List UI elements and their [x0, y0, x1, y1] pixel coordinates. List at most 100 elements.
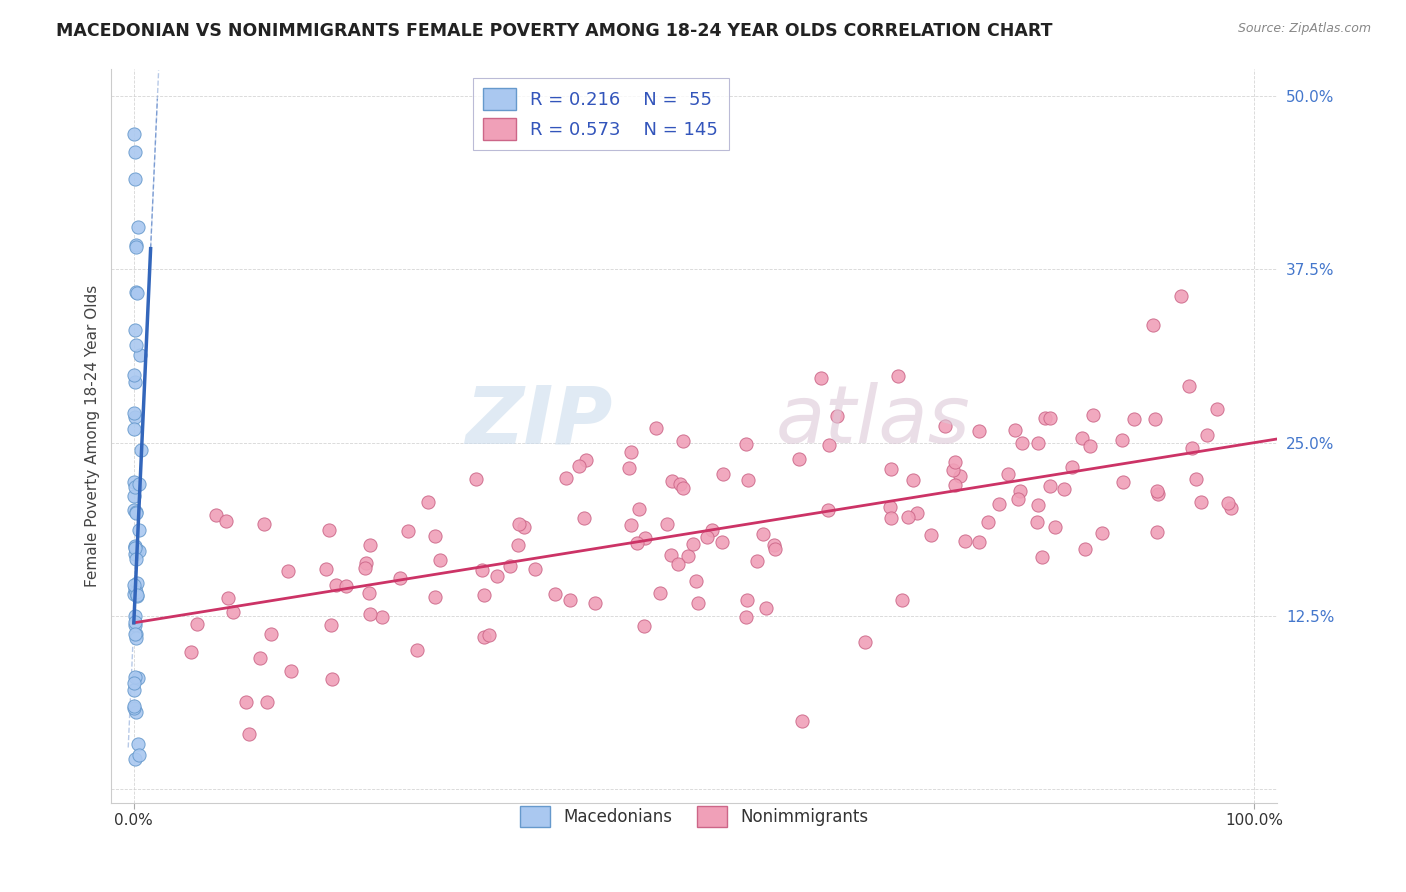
Point	[423, 528, 446, 542]
Point	[122, 578, 145, 592]
Point	[620, 517, 643, 532]
Point	[1181, 441, 1204, 455]
Point	[988, 497, 1011, 511]
Point	[1111, 433, 1133, 447]
Text: ZIP: ZIP	[465, 382, 613, 460]
Point	[1142, 318, 1164, 332]
Point	[122, 127, 145, 141]
Point	[186, 616, 208, 631]
Point	[554, 471, 576, 485]
Point	[897, 510, 920, 524]
Text: MACEDONIAN VS NONIMMIGRANTS FEMALE POVERTY AMONG 18-24 YEAR OLDS CORRELATION CHA: MACEDONIAN VS NONIMMIGRANTS FEMALE POVER…	[56, 22, 1053, 40]
Point	[125, 588, 148, 602]
Point	[260, 626, 283, 640]
Point	[879, 500, 901, 514]
Point	[1043, 520, 1066, 534]
Point	[755, 601, 778, 615]
Point	[745, 554, 768, 568]
Point	[128, 476, 150, 491]
Point	[1091, 526, 1114, 541]
Point	[524, 561, 547, 575]
Point	[890, 592, 912, 607]
Point	[1078, 440, 1101, 454]
Point	[668, 557, 690, 571]
Point	[124, 541, 146, 555]
Point	[124, 323, 146, 337]
Point	[583, 596, 606, 610]
Point	[1011, 435, 1033, 450]
Point	[359, 607, 381, 621]
Point	[335, 580, 357, 594]
Point	[124, 540, 146, 554]
Point	[628, 502, 651, 516]
Point	[125, 506, 148, 520]
Point	[620, 444, 643, 458]
Point	[659, 548, 682, 562]
Point	[122, 503, 145, 517]
Point	[572, 511, 595, 525]
Point	[124, 752, 146, 766]
Point	[122, 701, 145, 715]
Point	[508, 516, 530, 531]
Point	[1039, 411, 1062, 425]
Point	[125, 338, 148, 352]
Point	[568, 458, 591, 473]
Point	[325, 578, 347, 592]
Text: Source: ZipAtlas.com: Source: ZipAtlas.com	[1237, 22, 1371, 36]
Point	[1147, 487, 1170, 501]
Point	[256, 695, 278, 709]
Point	[619, 461, 641, 475]
Point	[1031, 549, 1053, 564]
Point	[901, 473, 924, 487]
Point	[672, 481, 695, 495]
Point	[125, 240, 148, 254]
Point	[1060, 459, 1083, 474]
Point	[686, 596, 709, 610]
Point	[942, 463, 965, 477]
Point	[1189, 495, 1212, 509]
Point	[967, 535, 990, 549]
Point	[710, 534, 733, 549]
Point	[472, 588, 495, 602]
Point	[737, 473, 759, 487]
Point	[423, 591, 446, 605]
Point	[124, 615, 146, 629]
Point	[790, 714, 813, 728]
Point	[478, 628, 501, 642]
Point	[418, 495, 440, 509]
Point	[825, 409, 848, 423]
Point	[676, 549, 699, 563]
Point	[359, 538, 381, 552]
Point	[215, 514, 238, 528]
Point	[1178, 379, 1201, 393]
Point	[128, 543, 150, 558]
Point	[1205, 402, 1227, 417]
Point	[1039, 479, 1062, 493]
Point	[575, 453, 598, 467]
Point	[125, 575, 148, 590]
Point	[633, 619, 655, 633]
Point	[645, 420, 668, 434]
Point	[558, 593, 581, 607]
Point	[315, 562, 337, 576]
Point	[485, 569, 508, 583]
Point	[124, 172, 146, 186]
Point	[127, 220, 149, 235]
Point	[124, 609, 146, 624]
Point	[371, 610, 394, 624]
Point	[128, 523, 150, 537]
Point	[472, 630, 495, 644]
Point	[124, 586, 146, 600]
Point	[122, 475, 145, 489]
Point	[1026, 516, 1049, 530]
Point	[669, 476, 692, 491]
Point	[122, 406, 145, 420]
Point	[1053, 482, 1076, 496]
Point	[406, 643, 429, 657]
Point	[124, 480, 146, 494]
Point	[124, 285, 146, 299]
Point	[122, 676, 145, 690]
Point	[1004, 423, 1026, 437]
Point	[124, 368, 146, 382]
Point	[1216, 496, 1239, 510]
